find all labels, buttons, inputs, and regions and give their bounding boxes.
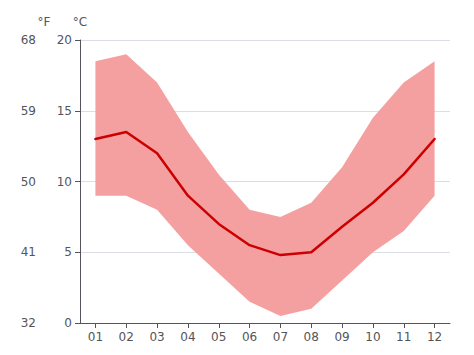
svg-text:07: 07	[273, 330, 288, 344]
svg-text:01: 01	[88, 330, 103, 344]
svg-text:°F: °F	[38, 15, 51, 29]
svg-text:04: 04	[180, 330, 195, 344]
svg-text:32: 32	[21, 316, 36, 330]
svg-text:02: 02	[119, 330, 134, 344]
svg-text:5: 5	[64, 245, 72, 259]
svg-text:08: 08	[304, 330, 319, 344]
svg-text:68: 68	[21, 33, 36, 47]
svg-text:09: 09	[334, 330, 349, 344]
svg-text:11: 11	[396, 330, 411, 344]
svg-text:41: 41	[21, 245, 36, 259]
svg-text:15: 15	[57, 104, 72, 118]
svg-text:59: 59	[21, 104, 36, 118]
svg-text:°C: °C	[73, 15, 87, 29]
svg-text:10: 10	[57, 175, 72, 189]
svg-text:03: 03	[149, 330, 164, 344]
svg-text:10: 10	[365, 330, 380, 344]
svg-text:05: 05	[211, 330, 226, 344]
svg-text:12: 12	[427, 330, 442, 344]
svg-text:0: 0	[64, 316, 72, 330]
svg-text:20: 20	[57, 33, 72, 47]
svg-text:50: 50	[21, 175, 36, 189]
svg-text:06: 06	[242, 330, 257, 344]
